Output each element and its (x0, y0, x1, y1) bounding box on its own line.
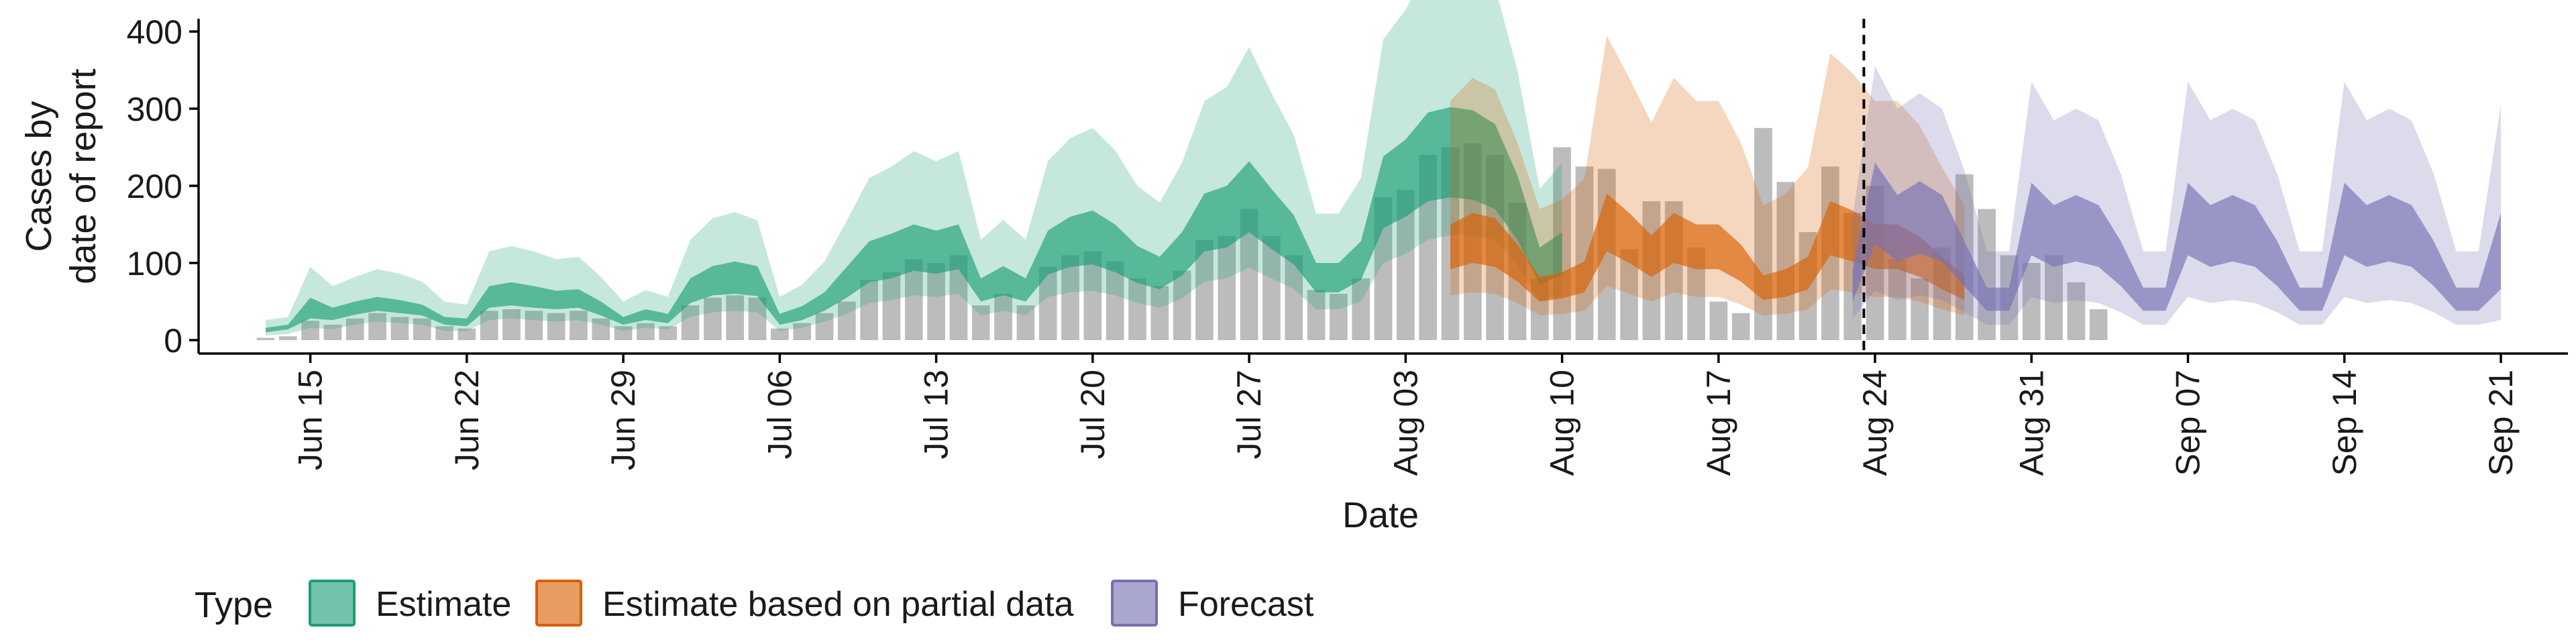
reported-cases-bar (1218, 235, 1236, 340)
x-axis-title: Date (1342, 495, 1419, 535)
reported-cases-bar (570, 311, 588, 340)
y-tick-label: 100 (127, 245, 182, 282)
x-tick-label: Jul 06 (761, 370, 798, 459)
reported-cases-bar (480, 311, 498, 340)
x-axis-ticks: Jun 15 Jun 22 Jun 29 Jul 06 Jul 13 Jul 20 Jul … (292, 354, 2520, 476)
reported-cases-bar (726, 295, 745, 340)
reported-cases-bar (2045, 255, 2063, 340)
x-tick-label: Aug 24 (1856, 370, 1894, 476)
y-tick-label: 400 (127, 13, 182, 51)
y-axis-title-line-1: Cases by (19, 101, 59, 252)
reported-cases-bar (1352, 278, 1371, 340)
x-tick-label: Sep 07 (2169, 370, 2207, 476)
x-tick-label: Aug 10 (1544, 370, 1581, 476)
y-axis-title-line-2: date of report (63, 68, 103, 284)
reported-cases-bar (1330, 294, 1348, 340)
reported-cases-bar (256, 337, 275, 340)
reported-cases-bar (681, 305, 700, 340)
x-tick-label: Sep 21 (2482, 370, 2520, 476)
reported-cases-bar (659, 326, 678, 340)
reported-cases-bar (994, 294, 1012, 340)
reported-cases-bar (1016, 305, 1035, 340)
y-tick-label: 0 (164, 322, 182, 360)
reported-cases-bar (1978, 209, 1996, 340)
reported-cases-bar (860, 280, 878, 340)
legend-label: Estimate (376, 585, 511, 624)
reported-cases-bar (592, 318, 610, 340)
reported-cases-bar (882, 272, 901, 340)
reported-cases-bar (1307, 290, 1326, 340)
x-tick-label: Aug 03 (1387, 370, 1424, 476)
reported-cases-bar (815, 313, 834, 340)
y-tick-label: 200 (127, 168, 182, 205)
x-tick-label: Jul 13 (918, 370, 955, 459)
estimate-ribbons (266, 0, 2501, 336)
reported-cases-bar (793, 323, 811, 340)
y-tick-label: 300 (127, 91, 182, 128)
reported-cases-bar (413, 318, 431, 340)
forecast-inner-band (1852, 162, 2501, 311)
x-tick-label: Jul 20 (1074, 370, 1112, 459)
reported-cases-bar (1173, 270, 1191, 340)
reported-cases-bar (971, 305, 990, 340)
x-tick-label: Jun 22 (448, 370, 486, 470)
reported-cases-bar (547, 313, 566, 340)
reported-cases-bar (1888, 259, 1907, 340)
reported-cases-bar (390, 317, 409, 340)
reported-cases-bar (368, 313, 386, 340)
reported-cases-bar (1150, 286, 1169, 340)
reported-cases-bar (1911, 278, 1929, 340)
reported-cases-bar (2089, 309, 2108, 340)
reported-cases-bar (1754, 127, 1772, 340)
reported-cases-bar (614, 326, 633, 340)
reported-cases-bar (301, 321, 319, 340)
reported-cases-bar (345, 318, 364, 340)
reported-cases-bar (525, 311, 543, 340)
x-tick-label: Aug 31 (2012, 370, 2050, 476)
legend: Type Estimate Estimate based on partial d… (195, 580, 1314, 627)
reported-cases-bar (323, 325, 342, 340)
legend-title: Type (195, 585, 273, 625)
legend-label: Forecast (1178, 585, 1314, 624)
estimate-outer-band (266, 0, 1562, 336)
reported-cases-bar (2067, 282, 2086, 340)
x-tick-label: Jul 27 (1230, 370, 1268, 459)
reported-cases-bar (1709, 301, 1728, 340)
reported-cases-bar (771, 328, 789, 340)
reported-cases-bar (1061, 255, 1079, 340)
reported-cases-bar (837, 301, 856, 340)
x-tick-label: Jun 29 (604, 370, 642, 470)
reported-cases-bar (1731, 313, 1750, 340)
reported-cases-bar (704, 297, 722, 340)
legend-items: Estimate Estimate based on partial data Fo… (309, 580, 1314, 627)
estimate-inner-band (266, 107, 1562, 333)
forecast-outer-band (1852, 66, 2501, 325)
legend-label: Estimate based on partial data (602, 585, 1074, 624)
reported-cases-bar (2022, 263, 2041, 340)
reported-cases-bar (927, 263, 945, 340)
reported-cases-bar (1128, 278, 1146, 340)
reported-cases-bar (1263, 235, 1281, 340)
x-tick-label: Sep 14 (2326, 370, 2363, 476)
plot-area (256, 0, 2501, 354)
reported-cases-bar (1776, 182, 1795, 340)
y-axis-ticks: 0 100 200 300 400 (127, 13, 199, 360)
reported-cases-bar (748, 297, 767, 340)
legend-swatch (535, 580, 582, 627)
reported-cases-bar (502, 309, 521, 340)
x-tick-label: Aug 17 (1700, 370, 1737, 476)
reported-cases-bar (278, 336, 297, 340)
legend-swatch (1111, 580, 1158, 627)
reported-cases-bar (458, 328, 476, 340)
estimate-based-on-partial-data-inner-band (1450, 193, 1965, 302)
reported-cases-bar (637, 323, 655, 340)
legend-swatch (309, 580, 356, 627)
x-tick-label: Jun 15 (292, 370, 329, 470)
reported-cases-bar (435, 326, 453, 340)
